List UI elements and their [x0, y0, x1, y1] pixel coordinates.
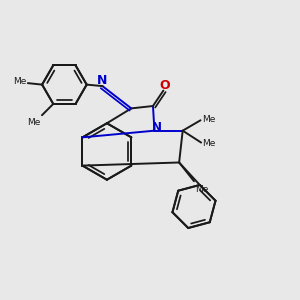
Text: Me: Me: [13, 77, 26, 86]
Text: O: O: [160, 79, 170, 92]
Text: Me: Me: [27, 118, 40, 127]
Text: Me: Me: [202, 115, 215, 124]
Text: N: N: [97, 74, 107, 87]
Text: Me: Me: [195, 185, 208, 194]
Text: N: N: [152, 121, 162, 134]
Text: Me: Me: [202, 139, 216, 148]
